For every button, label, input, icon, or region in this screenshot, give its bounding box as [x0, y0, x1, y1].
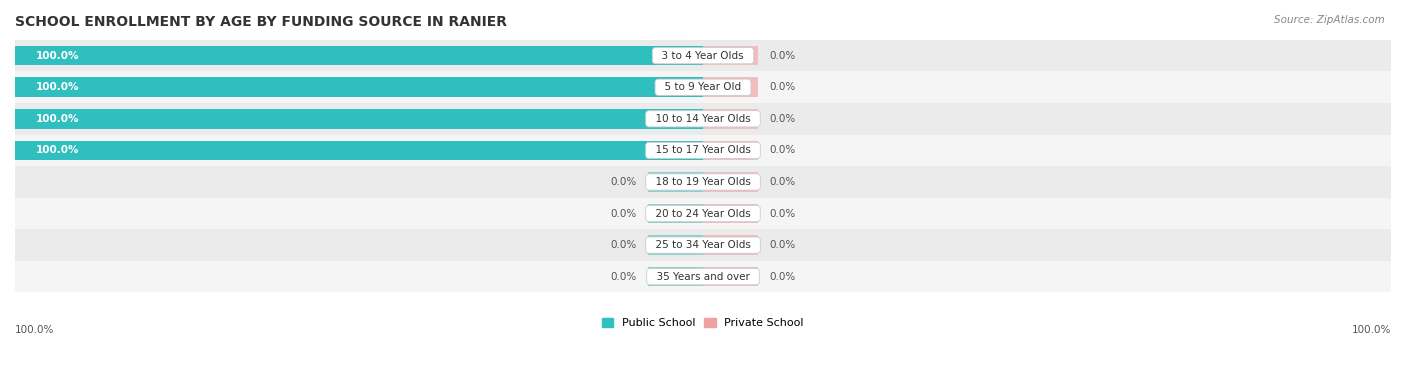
Text: 0.0%: 0.0%	[769, 51, 796, 61]
Text: 0.0%: 0.0%	[610, 209, 637, 218]
Bar	[703, 109, 758, 129]
Text: 5 to 9 Year Old: 5 to 9 Year Old	[658, 82, 748, 92]
Text: 0.0%: 0.0%	[610, 240, 637, 250]
Text: 25 to 34 Year Olds: 25 to 34 Year Olds	[648, 240, 758, 250]
Text: 100.0%: 100.0%	[35, 114, 79, 124]
Text: 0.0%: 0.0%	[769, 272, 796, 282]
Text: 0.0%: 0.0%	[769, 114, 796, 124]
Text: Source: ZipAtlas.com: Source: ZipAtlas.com	[1274, 15, 1385, 25]
Bar	[648, 172, 703, 192]
Bar	[15, 135, 1391, 166]
Text: 100.0%: 100.0%	[35, 51, 79, 61]
Text: 0.0%: 0.0%	[769, 82, 796, 92]
Text: 0.0%: 0.0%	[769, 240, 796, 250]
Bar	[15, 71, 1391, 103]
Text: 15 to 17 Year Olds: 15 to 17 Year Olds	[648, 146, 758, 155]
Text: 100.0%: 100.0%	[1351, 325, 1391, 335]
Bar	[15, 77, 703, 97]
Text: 35 Years and over: 35 Years and over	[650, 272, 756, 282]
Text: 18 to 19 Year Olds: 18 to 19 Year Olds	[648, 177, 758, 187]
Text: 0.0%: 0.0%	[610, 177, 637, 187]
Bar	[15, 198, 1391, 229]
Bar	[703, 77, 758, 97]
Bar	[703, 204, 758, 223]
Bar	[15, 229, 1391, 261]
Text: 0.0%: 0.0%	[769, 209, 796, 218]
Bar	[648, 235, 703, 255]
Text: 3 to 4 Year Olds: 3 to 4 Year Olds	[655, 51, 751, 61]
Bar	[648, 204, 703, 223]
Text: 0.0%: 0.0%	[769, 146, 796, 155]
Text: 100.0%: 100.0%	[35, 146, 79, 155]
Bar	[703, 141, 758, 160]
Text: 100.0%: 100.0%	[35, 82, 79, 92]
Bar	[15, 109, 703, 129]
Bar	[15, 46, 703, 65]
Bar	[703, 46, 758, 65]
Text: 10 to 14 Year Olds: 10 to 14 Year Olds	[650, 114, 756, 124]
Text: 0.0%: 0.0%	[769, 177, 796, 187]
Bar	[15, 166, 1391, 198]
Bar	[15, 261, 1391, 293]
Text: 100.0%: 100.0%	[15, 325, 55, 335]
Bar	[15, 40, 1391, 71]
Bar	[703, 235, 758, 255]
Bar	[15, 141, 703, 160]
Bar	[15, 103, 1391, 135]
Bar	[648, 267, 703, 287]
Legend: Public School, Private School: Public School, Private School	[598, 313, 808, 332]
Text: 0.0%: 0.0%	[610, 272, 637, 282]
Bar	[703, 267, 758, 287]
Bar	[703, 172, 758, 192]
Text: SCHOOL ENROLLMENT BY AGE BY FUNDING SOURCE IN RANIER: SCHOOL ENROLLMENT BY AGE BY FUNDING SOUR…	[15, 15, 508, 29]
Text: 20 to 24 Year Olds: 20 to 24 Year Olds	[650, 209, 756, 218]
